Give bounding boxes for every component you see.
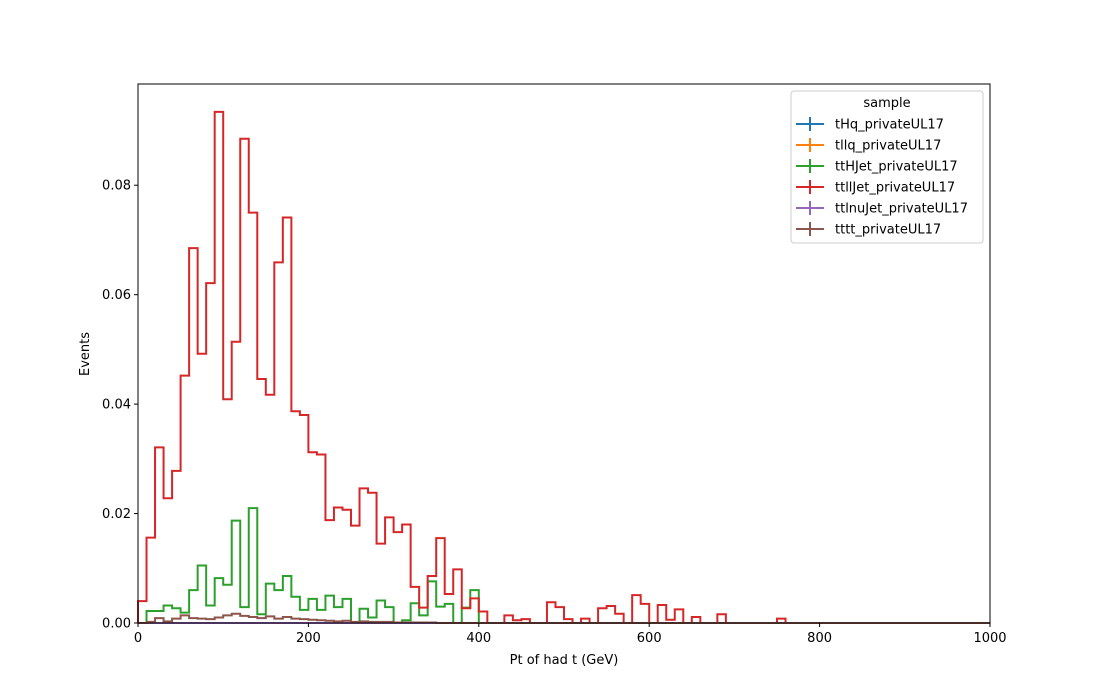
legend-entries: tHq_privateUL17 tllq_privateUL17 ttHJet_pr… [796,117,968,238]
legend-box [790,90,984,244]
legend-label: ttllJet_privateUL17 [835,181,955,196]
x-tick-label: 800 [807,631,832,646]
legend-entry: tttt_privateUL17 [796,222,941,238]
axes-frame [137,83,991,624]
legend-entry: ttllJet_privateUL17 [796,180,955,196]
y-tick-label: 0.02 [102,507,131,522]
x-axis-label: Pt of had t (GeV) [510,653,619,668]
legend-label: tttt_privateUL17 [835,223,941,238]
x-axis-ticks: 0 200 400 600 800 1000 [134,623,1007,646]
legend-entry: tHq_privateUL17 [796,117,944,133]
y-tick-label: 0.04 [102,398,131,413]
legend-entry: ttHJet_privateUL17 [796,159,958,175]
x-tick-label: 1000 [973,631,1006,646]
y-tick-label: 0.00 [102,617,131,632]
x-tick-label: 0 [134,631,142,646]
legend-entry: tllq_privateUL17 [796,138,941,154]
y-tick-label: 0.06 [102,288,131,303]
legend-label: ttHJet_privateUL17 [835,160,958,175]
legend-label: ttlnuJet_privateUL17 [835,202,968,217]
legend-label: tHq_privateUL17 [835,118,944,133]
x-tick-label: 200 [296,631,321,646]
legend-title: sample [863,96,910,111]
y-axis-label: Events [78,332,93,376]
legend-entry: ttlnuJet_privateUL17 [796,201,968,217]
x-tick-label: 600 [637,631,662,646]
x-tick-label: 400 [466,631,491,646]
legend: sample tHq_privateUL17 tllq_privateUL17tt… [790,90,984,244]
y-tick-label: 0.08 [102,179,131,194]
legend-label: tllq_privateUL17 [835,139,941,154]
plot-area: 0 200 400 600 800 1000 0.00 0.02 0.04 0.06 0.08 [102,83,1007,646]
y-axis-ticks: 0.00 0.02 0.04 0.06 0.08 [102,179,138,632]
